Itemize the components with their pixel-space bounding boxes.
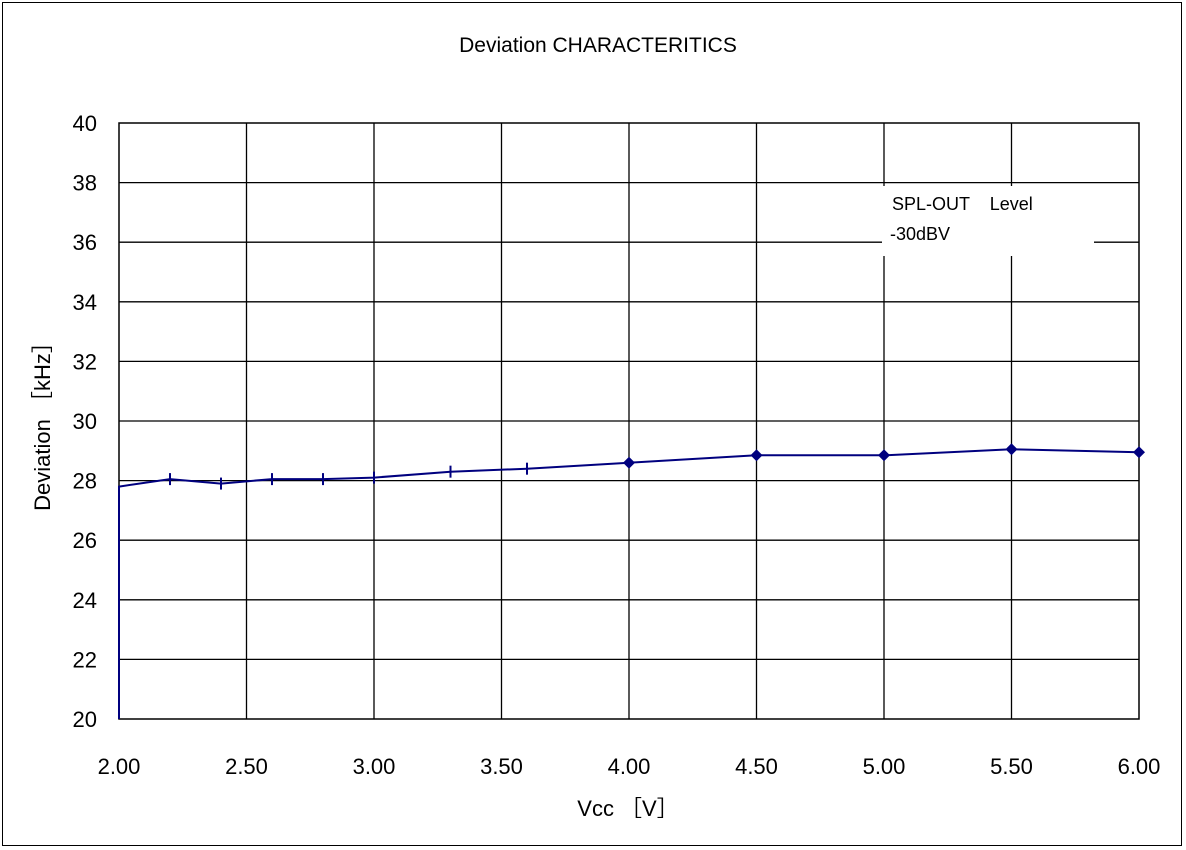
series-group [118, 443, 1145, 719]
y-tick-label: 38 [73, 171, 97, 196]
y-tick-label: 32 [73, 349, 97, 374]
y-tick-label: 36 [73, 230, 97, 255]
y-tick-label: 34 [73, 290, 97, 315]
x-tick-labels: 2.00 2.50 3.00 3.50 4.00 4.50 5.00 5.50 6.00 [98, 754, 1161, 779]
data-point-marker [878, 449, 890, 462]
series-line [118, 448, 1140, 719]
y-tick-label: 40 [73, 111, 97, 136]
plot-area [118, 122, 1140, 720]
x-axis-label: Vcc ［V］ [577, 796, 678, 821]
x-tick-label: 5.50 [990, 754, 1033, 779]
y-tick-labels: 20 22 24 26 28 30 32 34 36 38 40 [73, 111, 97, 732]
x-tick-label: 4.00 [608, 754, 651, 779]
x-tick-label: 3.50 [480, 754, 523, 779]
y-tick-label: 28 [73, 469, 97, 494]
x-tick-label: 2.00 [98, 754, 141, 779]
y-tick-label: 26 [73, 528, 97, 553]
y-axis-label: Deviation ［kHz］ [30, 331, 55, 511]
annotation-line-2: -30dBV [890, 224, 950, 244]
data-point-marker [1133, 446, 1145, 459]
y-tick-label: 30 [73, 409, 97, 434]
data-point-marker [750, 449, 763, 462]
x-tick-label: 2.50 [225, 754, 268, 779]
data-point-marker [623, 456, 635, 469]
y-tick-label: 20 [73, 707, 97, 732]
chart-title: Deviation CHARACTERITICS [459, 34, 737, 57]
x-tick-label: 6.00 [1118, 754, 1161, 779]
annotation-line-1: SPL-OUT Level [892, 194, 1033, 214]
y-tick-label: 24 [73, 588, 97, 613]
x-tick-label: 5.00 [863, 754, 906, 779]
x-tick-label: 3.00 [353, 754, 396, 779]
annotation-box: SPL-OUT Level -30dBV [882, 186, 1094, 256]
grid-lines [119, 123, 1139, 719]
x-tick-label: 4.50 [735, 754, 778, 779]
data-point-marker [1005, 443, 1018, 456]
y-tick-label: 22 [73, 647, 97, 672]
